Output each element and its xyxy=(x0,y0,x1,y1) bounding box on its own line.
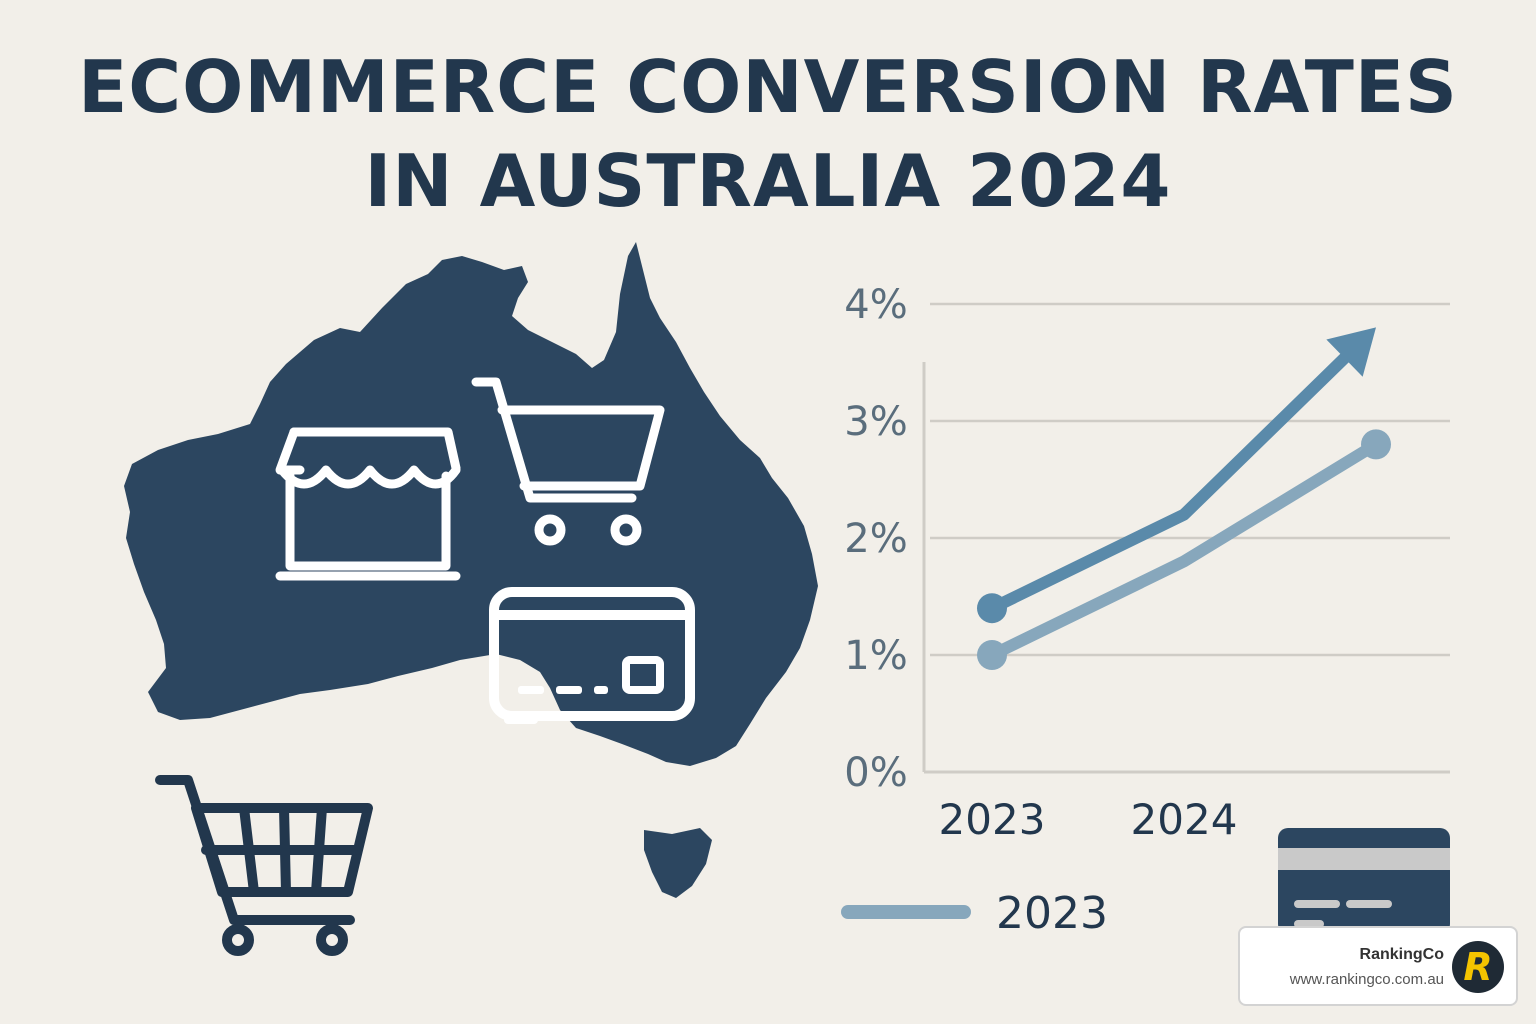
page-title: ECOMMERCE CONVERSION RATES IN AUSTRALIA … xyxy=(0,40,1536,228)
badge-brand-name: RankingCo xyxy=(1359,946,1444,963)
legend-label: 2023 xyxy=(996,888,1108,939)
y-tick-label: 0% xyxy=(844,750,907,796)
shopping-cart-icon xyxy=(155,775,373,956)
y-tick-label: 2% xyxy=(844,516,907,562)
rankingco-badge[interactable]: RankingCo www.rankingco.com.au R xyxy=(1238,926,1518,1006)
series-line xyxy=(986,438,1382,661)
storefront-icon xyxy=(275,427,461,581)
rankingco-logo-icon: R xyxy=(1452,941,1504,993)
trend-arrowhead xyxy=(1326,327,1376,377)
credit-card-icon xyxy=(489,587,695,724)
conversion-rate-line-chart: 0% 1% 2% 3% 4% 2023 2024 2023 xyxy=(841,282,1450,939)
x-tick-label: 2023 xyxy=(939,795,1046,844)
series-line xyxy=(986,349,1354,615)
data-point xyxy=(1361,429,1391,460)
shopping-cart-icon xyxy=(471,377,665,546)
data-point xyxy=(977,640,1007,670)
y-tick-label: 4% xyxy=(844,282,907,328)
title-line-2: IN AUSTRALIA 2024 xyxy=(364,139,1172,223)
badge-url[interactable]: www.rankingco.com.au xyxy=(1289,971,1444,988)
data-point xyxy=(977,593,1007,624)
tasmania xyxy=(644,828,712,898)
y-tick-label: 3% xyxy=(844,399,907,445)
x-tick-label: 2024 xyxy=(1131,795,1238,844)
title-line-1: ECOMMERCE CONVERSION RATES xyxy=(78,45,1458,129)
credit-card-icon xyxy=(1278,828,1450,934)
y-tick-label: 1% xyxy=(844,633,907,679)
badge-logo-letter: R xyxy=(1463,945,1493,989)
australia-mainland xyxy=(124,242,818,766)
australia-map-icon xyxy=(124,242,818,898)
